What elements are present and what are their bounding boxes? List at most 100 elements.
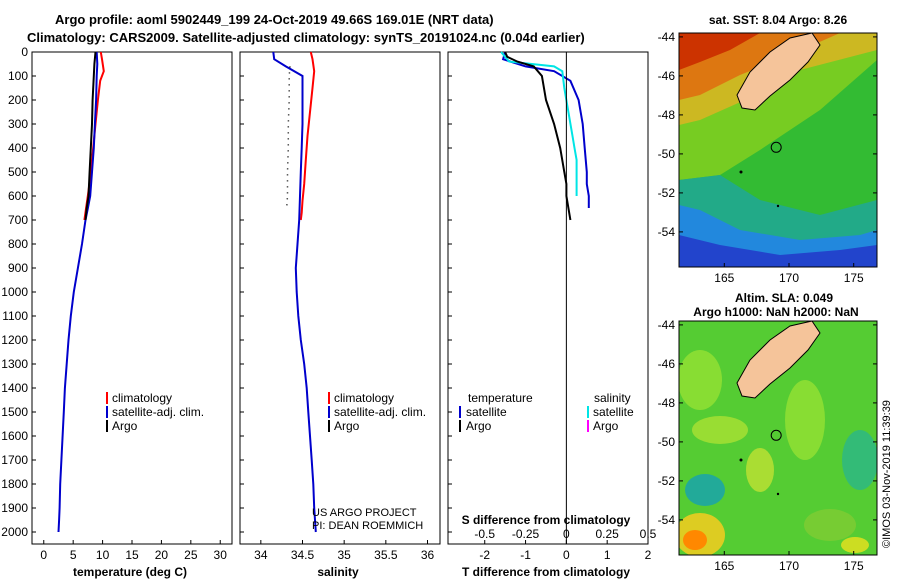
depth-tick-label: 0 <box>21 45 28 59</box>
lat-tick-label: -48 <box>658 108 676 122</box>
legend-argo: Argo <box>334 419 360 433</box>
project-credit: US ARGO PROJECT <box>312 507 417 519</box>
lat-tick-label: -50 <box>658 147 676 161</box>
x-tick-label: 25 <box>184 548 198 562</box>
lon-tick-label: 165 <box>714 271 734 285</box>
legend-climatology: climatology <box>112 391 172 405</box>
s-diff-tick-label: 0.5 <box>640 527 657 541</box>
sla-anomaly <box>785 380 825 460</box>
x-tick-label: 1 <box>604 548 611 562</box>
lat-tick-label: -44 <box>658 30 676 44</box>
series-line-climatology <box>299 51 316 221</box>
x-tick-label: 35 <box>337 548 351 562</box>
sla-map-frame <box>678 320 878 556</box>
lat-tick-label: -52 <box>658 474 676 488</box>
series-line-t-satellite <box>501 51 590 208</box>
lat-tick-label: -44 <box>658 318 676 332</box>
lat-tick-label: -54 <box>658 513 676 527</box>
sst-argo-position-marker <box>770 141 782 153</box>
x-tick-label: 36 <box>421 548 435 562</box>
lat-tick-label: -46 <box>658 357 676 371</box>
sla-anomaly <box>692 416 748 444</box>
sst-coldest-band <box>679 235 877 267</box>
x-tick-label: 0 <box>40 548 47 562</box>
sla-anomaly <box>842 430 877 490</box>
pi-credit: PI: DEAN ROEMMICH <box>312 520 423 532</box>
s-difference-axis-ticks: -0.5-0.2500.250.5 <box>474 527 656 541</box>
sla-map-title: Altim. SLA: 0.049 <box>735 291 833 305</box>
sla-anomaly <box>683 530 707 550</box>
x-tick-label: 34.5 <box>291 548 315 562</box>
depth-tick-label: 1300 <box>1 357 28 371</box>
x-tick-label: 2 <box>645 548 652 562</box>
sst-map-title: sat. SST: 8.04 Argo: 8.26 <box>709 13 848 27</box>
x-tick-label: 0 <box>563 548 570 562</box>
legend-t-argo: Argo <box>466 419 492 433</box>
depth-tick-label: 900 <box>8 261 28 275</box>
sla-argo-position-marker <box>770 429 782 441</box>
legend-satellite-adj: satellite-adj. clim. <box>112 405 204 419</box>
sst-island <box>739 170 743 174</box>
x-tick-label: 15 <box>125 548 139 562</box>
temperature-series <box>57 51 105 533</box>
legend-salinity-title: salinity <box>594 391 631 405</box>
depth-tick-label: 1200 <box>1 333 28 347</box>
depth-tick-label: 1400 <box>1 381 28 395</box>
depth-tick-label: 1600 <box>1 429 28 443</box>
x-tick-label: -1 <box>520 548 531 562</box>
difference-legend: temperature salinity satellite Argo sate… <box>459 391 634 433</box>
sla-map <box>679 321 877 555</box>
depth-tick-label: 500 <box>8 165 28 179</box>
depth-tick-label: 800 <box>8 237 28 251</box>
s-difference-label: S difference from climatology <box>462 513 631 527</box>
series-line-argo <box>84 51 97 221</box>
temperature-legend: climatology satellite-adj. clim. Argo <box>106 391 204 433</box>
depth-tick-label: 100 <box>8 69 28 83</box>
depth-tick-label: 300 <box>8 117 28 131</box>
lon-tick-label: 175 <box>844 271 864 285</box>
legend-s-satellite: satellite <box>593 405 634 419</box>
series-line-argo <box>285 66 291 209</box>
s-diff-tick-label: -0.5 <box>474 527 495 541</box>
sst-lat-ticks: -44 -46 -48 -50 -52 -54 <box>658 30 877 239</box>
x-tick-label: 34 <box>254 548 268 562</box>
lat-tick-label: -48 <box>658 396 676 410</box>
sla-lat-ticks: -44 -46 -48 -50 -52 -54 <box>658 318 877 527</box>
depth-tick-label: 400 <box>8 141 28 155</box>
x-tick-label: 10 <box>96 548 110 562</box>
legend-temperature-title: temperature <box>468 391 533 405</box>
sla-anomaly <box>685 474 725 506</box>
salinity-axes <box>239 51 441 545</box>
s-diff-tick-label: 0.25 <box>596 527 620 541</box>
legend-satellite-adj: satellite-adj. clim. <box>334 405 426 419</box>
depth-tick-label: 1900 <box>1 501 28 515</box>
temperature-xlabel: temperature (deg C) <box>73 565 187 579</box>
title-line-2: Climatology: CARS2009. Satellite-adjuste… <box>27 30 585 45</box>
lat-tick-label: -50 <box>658 435 676 449</box>
temperature-axes <box>31 51 233 545</box>
salinity-xlabel: salinity <box>317 565 359 579</box>
sst-new-zealand-land <box>736 33 821 111</box>
depth-tick-label: 700 <box>8 213 28 227</box>
sla-anomaly <box>841 537 869 553</box>
lon-tick-label: 170 <box>779 271 799 285</box>
depth-tick-label: 1500 <box>1 405 28 419</box>
depth-tick-label: 1100 <box>2 309 28 323</box>
t-difference-axis-ticks: -2 -1 0 1 2 <box>479 540 652 562</box>
sst-lon-ticks: 165 170 175 <box>714 263 864 285</box>
sla-island <box>776 492 780 496</box>
difference-axes <box>447 51 649 545</box>
x-tick-label: -2 <box>479 548 490 562</box>
sla-anomaly <box>679 350 722 410</box>
x-tick-label: 35.5 <box>374 548 398 562</box>
sla-map-subtitle: Argo h1000: NaN h2000: NaN <box>693 305 858 319</box>
lat-tick-label: -52 <box>658 186 676 200</box>
sst-map <box>679 33 877 267</box>
lon-tick-label: 165 <box>714 559 734 573</box>
lon-tick-label: 170 <box>779 559 799 573</box>
t-difference-xlabel: T difference from climatology <box>462 565 630 579</box>
depth-tick-label: 2000 <box>1 525 28 539</box>
imos-timestamp: ©IMOS 03-Nov-2019 11:39:39 <box>881 400 893 548</box>
lon-tick-label: 175 <box>844 559 864 573</box>
